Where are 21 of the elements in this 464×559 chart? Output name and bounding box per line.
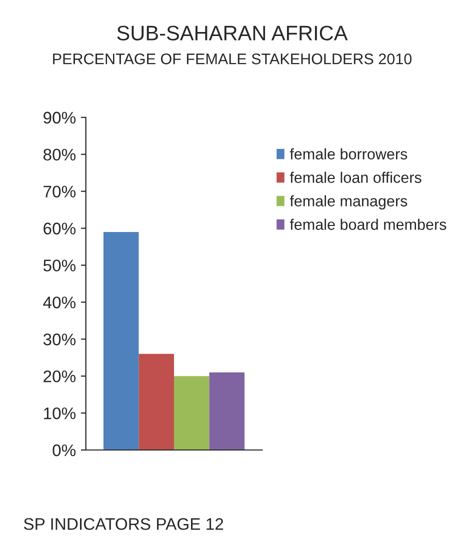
bar bbox=[103, 232, 139, 450]
legend-label: female board members bbox=[290, 218, 446, 230]
bar bbox=[174, 376, 210, 450]
y-tick-label: 30% bbox=[43, 334, 76, 346]
bar bbox=[138, 354, 174, 450]
y-tick-label: 60% bbox=[44, 222, 76, 234]
y-tick-label: 50% bbox=[43, 260, 76, 272]
y-tick-label: 90% bbox=[44, 112, 76, 124]
bar bbox=[209, 372, 245, 450]
legend-label: female loan officers bbox=[290, 172, 422, 183]
legend-label: female borrowers bbox=[290, 148, 408, 160]
y-tick-label: 0% bbox=[52, 444, 76, 456]
y-tick-label: 10% bbox=[44, 407, 76, 420]
legend-label: female managers bbox=[290, 195, 408, 210]
y-tick-label: 40% bbox=[43, 296, 76, 308]
chart-subtitle: PERCENTAGE OF FEMALE STAKEHOLDERS 2010 bbox=[53, 54, 412, 64]
y-tick-label: 70% bbox=[44, 186, 76, 198]
text: SP INDICATORS PAGE 12 bbox=[24, 518, 224, 530]
y-tick-label: 80% bbox=[43, 148, 76, 161]
y-tick-label: 20% bbox=[44, 370, 76, 382]
chart-title: SUB-SAHARAN AFRICA bbox=[117, 26, 348, 40]
